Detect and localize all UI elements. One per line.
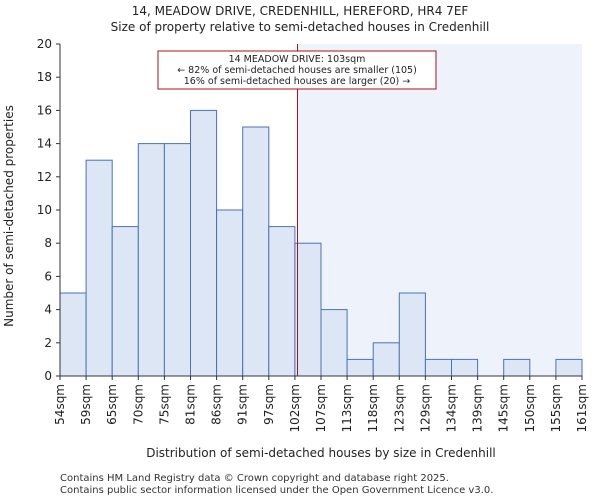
x-axis-label: Distribution of semi-detached houses by … [146, 446, 496, 460]
x-tick-label: 155sqm [549, 384, 563, 432]
x-tick-label: 123sqm [392, 384, 406, 432]
x-tick-label: 129sqm [418, 384, 432, 432]
x-tick-label: 107sqm [314, 384, 328, 432]
histogram-bar [163, 143, 191, 377]
x-tick-label: 75sqm [157, 384, 171, 425]
histogram-bar [372, 342, 400, 377]
y-axis-label: Number of semi-detached properties [2, 105, 16, 327]
x-tick-label: 59sqm [79, 384, 93, 425]
y-tick-label: 10 [37, 203, 52, 217]
y-tick-label: 12 [37, 170, 52, 184]
histogram-bar [137, 143, 165, 377]
histogram-bar [85, 159, 113, 377]
x-tick-label: 86sqm [210, 384, 224, 425]
histogram-bar [555, 358, 583, 377]
chart-title: 14, MEADOW DRIVE, CREDENHILL, HEREFORD, … [131, 4, 469, 18]
y-tick-label: 14 [37, 137, 52, 151]
x-tick-label: 118sqm [366, 384, 380, 432]
histogram-bar [503, 358, 531, 377]
annotation-line-1: 14 MEADOW DRIVE: 103sqm [229, 54, 366, 65]
footer-line-1: Contains HM Land Registry data © Crown c… [60, 473, 449, 484]
x-tick-label: 161sqm [575, 384, 589, 432]
y-tick-label: 16 [37, 103, 52, 117]
chart-subtitle: Size of property relative to semi-detach… [110, 20, 490, 34]
x-tick-label: 150sqm [523, 384, 537, 432]
annotation-line-2: ← 82% of semi-detached houses are smalle… [177, 65, 417, 76]
annotation-box [157, 50, 437, 90]
histogram-bar [398, 292, 426, 377]
x-tick-label: 113sqm [340, 384, 354, 432]
histogram-bar [268, 226, 296, 377]
y-tick-label: 4 [44, 303, 52, 317]
y-tick-label: 0 [44, 369, 52, 383]
x-tick-label: 134sqm [445, 384, 459, 432]
x-tick-label: 145sqm [497, 384, 511, 432]
x-tick-label: 81sqm [184, 384, 198, 425]
y-tick-label: 8 [44, 236, 52, 250]
histogram-bar [59, 292, 87, 377]
y-tick-label: 6 [44, 269, 52, 283]
histogram-bar [424, 358, 452, 377]
y-tick-label: 20 [37, 37, 52, 51]
histogram-bar [346, 358, 374, 377]
histogram-bar [216, 209, 244, 377]
histogram-bar [242, 126, 270, 377]
y-tick-label: 18 [37, 70, 52, 84]
x-tick-label: 65sqm [105, 384, 119, 425]
histogram-bar [320, 309, 348, 377]
x-tick-label: 70sqm [131, 384, 145, 425]
histogram-bar [111, 226, 139, 377]
annotation-line-3: 16% of semi-detached houses are larger (… [184, 76, 411, 87]
x-tick-label: 139sqm [471, 384, 485, 432]
y-tick-label: 2 [44, 336, 52, 350]
histogram-bar [451, 358, 479, 377]
x-tick-label: 97sqm [262, 384, 276, 425]
x-tick-label: 54sqm [53, 384, 67, 425]
footer-line-2: Contains public sector information licen… [60, 485, 494, 496]
histogram-bar [294, 242, 322, 377]
x-tick-label: 91sqm [236, 384, 250, 425]
histogram-bar [190, 109, 218, 377]
x-tick-label: 102sqm [288, 384, 302, 432]
